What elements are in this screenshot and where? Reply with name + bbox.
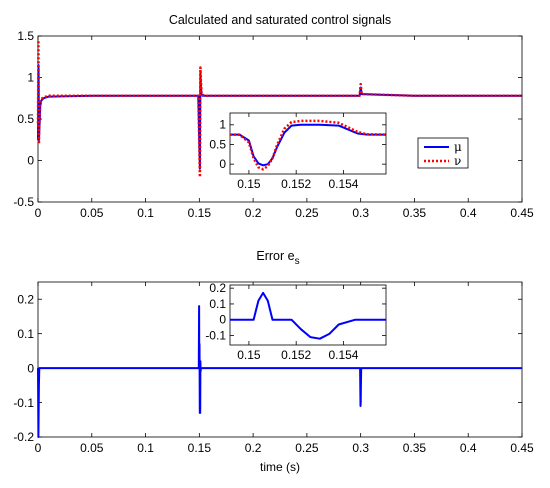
y-tick-label: 0 — [219, 313, 226, 327]
y-tick-label: 0.1 — [209, 297, 226, 311]
legend: μ ν — [417, 137, 469, 169]
y-tick-label: 0 — [27, 361, 34, 375]
y-tick-label: 0.5 — [209, 137, 226, 151]
x-tick-label: 0.15 — [188, 206, 212, 220]
x-tick-label: 0.25 — [295, 206, 319, 220]
x-tick-label: 0.45 — [510, 206, 534, 220]
y-tick-label: -0.1 — [205, 328, 226, 342]
inset-chart: 0.15 0.152 0.154 -0.10 0.1 0.2 — [205, 281, 387, 362]
inset-x-axis: 0.15 0.152 0.154 — [237, 113, 359, 191]
x-tick-label: 0.15 — [188, 441, 212, 455]
x-tick-label: 0.05 — [80, 441, 104, 455]
x-tick-label: 0.2 — [245, 441, 262, 455]
inset-y-axis: 00.51 — [209, 118, 386, 171]
chart-title: Error es — [256, 249, 299, 267]
x-tick-label: 0.2 — [245, 206, 262, 220]
y-tick-label: -0.5 — [13, 195, 34, 209]
x-tick-label: 0.35 — [403, 441, 427, 455]
legend-label-mu: μ — [454, 140, 462, 154]
y-tick-label: 0.2 — [17, 292, 34, 306]
inset-y-axis: -0.10 0.1 0.2 — [205, 281, 386, 342]
inset-series-nu-line — [230, 119, 387, 171]
y-tick-label: 1 — [219, 118, 226, 132]
y-tick-label: 0 — [27, 154, 34, 168]
x-tick-label: 0.154 — [328, 348, 358, 362]
x-axis: 0 0.05 0.1 0.15 0.2 0.25 0.3 0.35 0.4 0.45 — [35, 282, 534, 455]
inset-series-error-line — [230, 291, 386, 340]
x-tick-label: 0.3 — [352, 441, 369, 455]
x-tick-label: 0 — [35, 441, 42, 455]
control-signals-chart: Calculated and saturated control signals… — [13, 13, 534, 220]
series-group — [36, 38, 522, 179]
inset-area — [229, 112, 387, 175]
x-tick-label: 0.4 — [460, 206, 477, 220]
x-tick-label: 0.35 — [403, 206, 427, 220]
x-axis: 0 0.05 0.1 0.15 0.2 0.25 0.3 0.35 0.4 0.45 — [35, 36, 534, 220]
inset-series-group — [230, 291, 386, 340]
x-axis-label: time (s) — [260, 460, 300, 474]
legend-label-nu: ν — [454, 154, 461, 168]
x-tick-label: 0.1 — [137, 206, 154, 220]
series-error-line — [37, 305, 522, 438]
y-axis: -0.2-0.100.10.2 — [13, 292, 522, 444]
x-tick-label: 0.45 — [510, 441, 534, 455]
x-tick-label: 0.15 — [237, 177, 261, 191]
y-tick-label: -0.1 — [13, 396, 34, 410]
y-tick-label: -0.2 — [13, 430, 34, 444]
y-tick-label: 0.2 — [209, 281, 226, 295]
x-tick-label: 0.152 — [281, 177, 311, 191]
y-tick-label: 0.5 — [17, 112, 34, 126]
y-axis: -0.500.511.5 — [13, 29, 522, 209]
x-tick-label: 0.05 — [80, 206, 104, 220]
x-tick-label: 0.25 — [295, 441, 319, 455]
x-tick-label: 0.15 — [237, 348, 261, 362]
y-tick-label: 0 — [219, 157, 226, 171]
x-tick-label: 0.4 — [460, 441, 477, 455]
x-tick-label: 0.154 — [328, 177, 358, 191]
inset-series-group — [230, 119, 387, 171]
series-group — [37, 305, 522, 438]
y-tick-label: 1 — [27, 71, 34, 85]
inset-x-axis: 0.15 0.152 0.154 — [237, 285, 359, 362]
x-tick-label: 0.152 — [281, 348, 311, 362]
chart-title: Calculated and saturated control signals — [169, 13, 391, 27]
error-chart: Error es 0 0.05 0.1 0.15 0.2 0.25 0.3 0.35 0.4 0.… — [13, 249, 534, 474]
x-tick-label: 0.1 — [137, 441, 154, 455]
x-tick-label: 0.3 — [352, 206, 369, 220]
inset-chart: 0.15 0.152 0.154 00.51 — [209, 112, 387, 191]
x-tick-label: 0 — [35, 206, 42, 220]
y-tick-label: 0.1 — [17, 327, 34, 341]
legend-box — [417, 137, 469, 169]
y-tick-label: 1.5 — [17, 29, 34, 43]
